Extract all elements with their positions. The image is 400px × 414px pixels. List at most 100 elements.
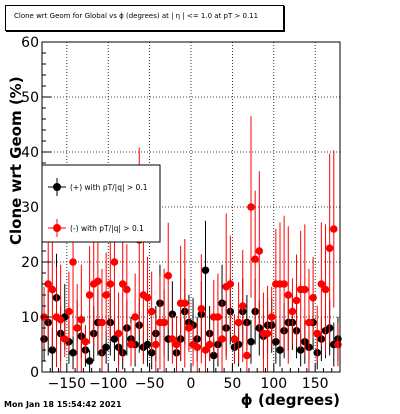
legend-box [41, 164, 161, 243]
data-point [247, 203, 255, 211]
data-point [334, 340, 342, 349]
data-point [143, 340, 152, 349]
y-tick-label: 0 [30, 365, 39, 381]
data-point [81, 337, 90, 346]
data-point [288, 307, 297, 316]
data-point [48, 285, 57, 294]
data-point [201, 266, 210, 275]
data-point [205, 340, 214, 349]
data-point [77, 315, 86, 324]
data-point [267, 313, 276, 321]
data-point [127, 340, 135, 349]
data-point [251, 255, 259, 264]
data-point [214, 313, 222, 321]
data-point [305, 318, 313, 327]
data-point [243, 351, 251, 360]
data-point [73, 324, 81, 332]
data-point [292, 296, 301, 305]
data-point [317, 280, 326, 288]
timestamp: Mon Jan 18 15:54:42 2021 [4, 400, 122, 409]
data-point [147, 348, 156, 357]
data-point [325, 244, 334, 253]
data-point [197, 304, 206, 313]
data-point [263, 329, 272, 338]
legend-label: (+) with pT/|q| > 0.1 [70, 183, 148, 192]
y-axis-label: Clone wrt Geom (%) [7, 76, 25, 245]
x-tick-label: −150 [48, 376, 86, 392]
data-point [60, 335, 69, 343]
data-point [94, 277, 102, 286]
axes: −150 −100 −50 0 50 100 150 0 10 20 30 40 50 60 [21, 35, 341, 392]
chart-title-box: Clone wrt Geom for Global vs ϕ (degrees)… [5, 5, 284, 31]
y-tick-label: 30 [21, 200, 39, 216]
data-point [201, 346, 210, 354]
data-point [69, 258, 77, 266]
x-axis-label: ϕ (degrees) [241, 391, 340, 409]
data-point [238, 302, 247, 310]
x-tick-label: 100 [260, 376, 287, 392]
data-point [168, 335, 177, 343]
x-tick-label: −100 [89, 376, 127, 392]
data-point [110, 258, 119, 266]
data-point [247, 337, 255, 346]
data-point [147, 307, 156, 316]
data-point [296, 346, 305, 354]
data-point [56, 315, 65, 324]
data-point [110, 335, 119, 343]
data-point [114, 329, 123, 338]
data-point [65, 307, 73, 316]
data-point [85, 357, 94, 365]
data-point [85, 291, 94, 299]
data-point [313, 329, 322, 338]
data-point [102, 291, 110, 299]
data-point [280, 280, 288, 288]
data-point [160, 318, 168, 327]
legend-marker [53, 224, 61, 232]
x-tick-label: 50 [223, 376, 241, 392]
data-point [69, 348, 77, 357]
data-point [98, 318, 106, 327]
data-point [230, 335, 239, 343]
data-point [185, 324, 193, 332]
data-point [209, 351, 218, 360]
y-tick-label: 40 [21, 145, 39, 161]
data-point [193, 343, 202, 352]
series-negative [40, 116, 342, 372]
x-tick-label: 0 [187, 376, 196, 392]
data-point [321, 285, 330, 294]
data-point [218, 335, 226, 343]
x-tick-label: 150 [302, 376, 329, 392]
data-point [329, 225, 338, 233]
legend-marker [53, 183, 61, 191]
data-point [234, 318, 243, 327]
x-tick-label: −50 [135, 376, 165, 392]
data-point [48, 346, 57, 354]
data-point [44, 280, 53, 288]
data-point [123, 285, 131, 294]
data-point [226, 280, 235, 288]
data-point [152, 340, 160, 349]
data-point [172, 340, 181, 349]
y-tick-label: 10 [21, 310, 39, 326]
legend: (+) with pT/|q| > 0.1 (-) with pT/|q| > 0… [41, 164, 161, 243]
data-point [284, 291, 293, 299]
legend-label: (-) with pT/|q| > 0.1 [70, 224, 144, 233]
data-point [143, 293, 152, 302]
data-point [180, 299, 189, 308]
y-tick-label: 60 [21, 35, 39, 51]
data-point [255, 247, 264, 255]
data-point [309, 293, 317, 302]
data-point [301, 285, 309, 294]
data-point [118, 280, 127, 288]
y-tick-label: 50 [21, 90, 39, 106]
y-tick-label: 20 [21, 255, 39, 271]
chart-title: Clone wrt Geom for Global vs ϕ (degrees)… [14, 12, 259, 20]
data-point [106, 280, 115, 288]
data-point [102, 343, 110, 352]
data-point [272, 337, 280, 346]
data-point [164, 271, 173, 280]
data-point [276, 346, 284, 354]
data-series [40, 116, 342, 372]
data-point [131, 313, 139, 321]
